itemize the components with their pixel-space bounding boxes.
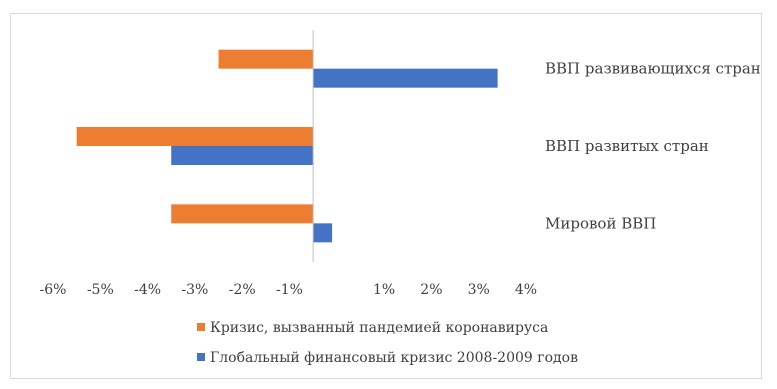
x-tick-label-0: -6% [40, 282, 67, 298]
x-tick-label-4: -2% [229, 282, 256, 298]
x-tick-label-5: -1% [276, 282, 303, 298]
bar-pandemic-2 [218, 49, 314, 69]
bar-financial-crisis-1 [171, 146, 314, 165]
bar-financial-crisis-0 [313, 223, 333, 243]
bar-financial-crisis-2 [313, 68, 498, 88]
legend-swatch-1 [197, 353, 205, 361]
bar-pandemic-1 [76, 127, 314, 146]
legend-label-1: Глобальный финансовый кризис 2008-2009 г… [210, 350, 578, 366]
legend-label-0: Кризис, вызванный пандемией коронавируса [210, 320, 548, 336]
x-tick-label-3: -3% [181, 282, 208, 298]
x-tick-label-8: 3% [468, 282, 490, 298]
x-tick-label-9: 4% [515, 282, 537, 298]
category-label-1: ВВП развитых стран [545, 137, 709, 155]
category-label-2: ВВП развивающихся стран [545, 60, 761, 78]
x-tick-label-1: -5% [87, 282, 114, 298]
bar-pandemic-0 [171, 204, 314, 224]
chart-frame [10, 13, 762, 379]
legend-swatch-0 [197, 323, 205, 331]
category-label-0: Мировой ВВП [545, 214, 656, 232]
x-tick-label-2: -4% [134, 282, 161, 298]
x-tick-label-7: 2% [420, 282, 442, 298]
x-tick-label-6: 1% [373, 282, 395, 298]
